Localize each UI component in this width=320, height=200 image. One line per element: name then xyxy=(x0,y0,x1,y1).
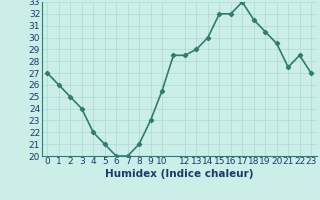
X-axis label: Humidex (Indice chaleur): Humidex (Indice chaleur) xyxy=(105,169,253,179)
